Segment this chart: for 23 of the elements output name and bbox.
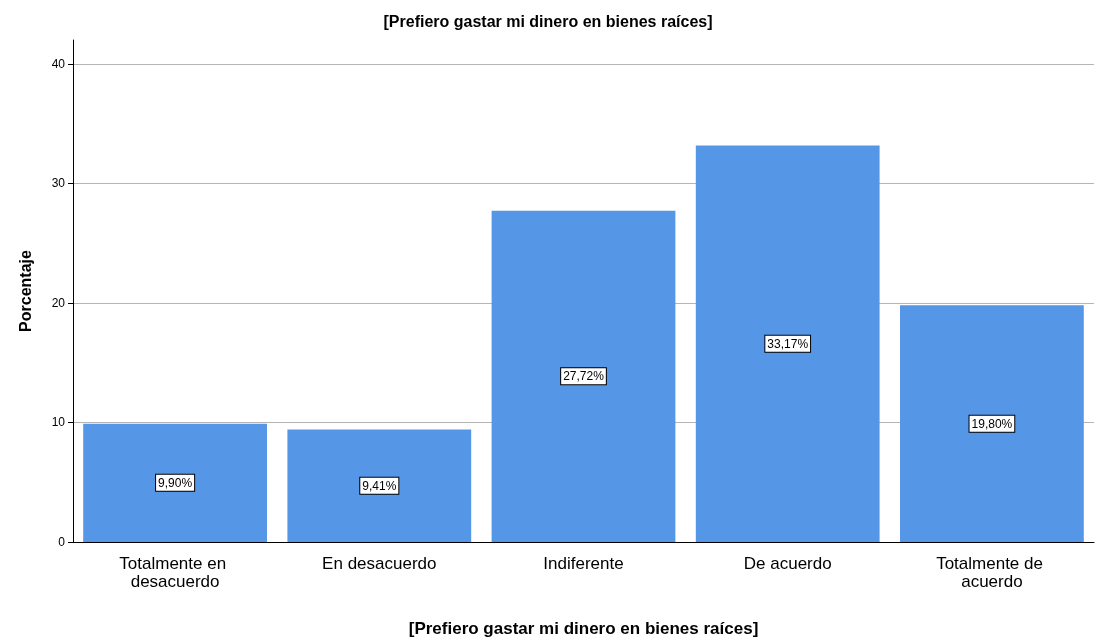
y-tick-label: 0 [58, 535, 66, 549]
bar [900, 305, 1084, 542]
bar [287, 429, 472, 542]
x-tick-label: De acuerdo [743, 553, 832, 573]
y-tick-label: 10 [51, 415, 66, 430]
y-axis-title: Porcentaje [16, 249, 34, 332]
x-tick-label: Indiferente [543, 553, 624, 573]
bar [695, 145, 880, 542]
data-label: 19,80% [971, 416, 1013, 431]
y-tick-label: 30 [51, 176, 66, 191]
bar [83, 423, 267, 542]
y-tick-label: 40 [51, 56, 66, 71]
x-tick-label: Totalmente en desacuerdo [119, 553, 231, 591]
x-axis-title: [Prefiero gastar mi dinero en bienes raíces] [408, 619, 759, 638]
x-tick-label: Totalmente de acuerdo [936, 553, 1048, 591]
y-tick-label: 20 [51, 295, 66, 310]
chart-title: [Prefiero gastar mi dinero en bienes raíces] [383, 12, 713, 30]
data-label: 27,72% [563, 369, 605, 384]
data-label: 33,17% [767, 336, 809, 351]
data-label: 9,90% [158, 475, 193, 490]
x-tick-label: En desacuerdo [322, 553, 437, 573]
bar [491, 210, 676, 542]
data-label: 9,41% [362, 478, 397, 493]
